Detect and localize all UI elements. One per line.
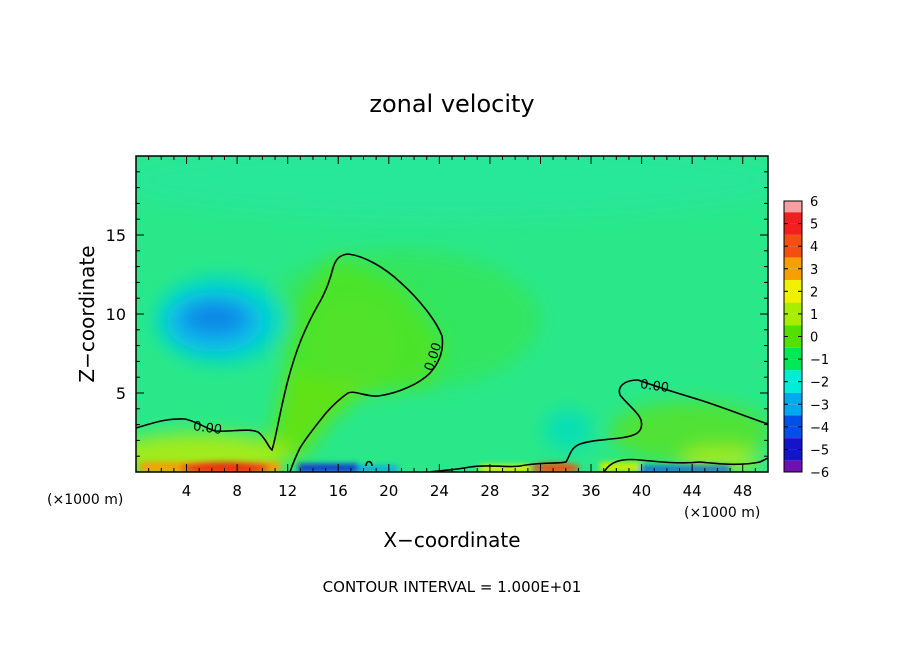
surface-blue-1 bbox=[298, 464, 358, 472]
colorbar-label: −6 bbox=[810, 466, 829, 481]
axis-ticks bbox=[136, 156, 768, 472]
colorbar-band bbox=[784, 325, 802, 337]
x-tick-label: 40 bbox=[632, 482, 651, 500]
x-tick-label: 36 bbox=[581, 482, 600, 500]
x-axis-label: X−coordinate bbox=[383, 528, 520, 552]
colorbar-label: −2 bbox=[810, 376, 829, 391]
x-tick-label: 4 bbox=[182, 482, 192, 500]
colorbar-band bbox=[784, 268, 802, 281]
x-unit-right: (×1000 m) bbox=[684, 505, 760, 521]
field-upper-band bbox=[136, 156, 768, 220]
field-negative-core bbox=[183, 302, 247, 334]
x-tick-label: 16 bbox=[329, 482, 348, 500]
colorbar-band bbox=[784, 212, 802, 224]
colorbar-label: −3 bbox=[810, 398, 829, 413]
colorbar-label: 4 bbox=[810, 240, 818, 255]
y-tick-label: 10 bbox=[106, 305, 126, 324]
x-tick-label: 48 bbox=[733, 482, 752, 500]
x-tick-label: 44 bbox=[683, 482, 702, 500]
colorbar-band bbox=[784, 347, 802, 360]
colorbar-band bbox=[784, 438, 802, 450]
surface-red-left bbox=[180, 462, 270, 472]
colorbar: 6 5 4 3 2 1 0 −1 −2 −3 −4 −5 −6 bbox=[783, 195, 829, 481]
colorbar-label: −1 bbox=[810, 353, 829, 368]
y-tick-label: 5 bbox=[116, 384, 126, 403]
surface-yellow-mid bbox=[480, 465, 530, 472]
colorbar-label: 2 bbox=[810, 285, 818, 300]
colorbar-band bbox=[784, 246, 802, 258]
x-tick-label: 8 bbox=[232, 482, 242, 500]
contour-label-left: 0.00 bbox=[192, 419, 223, 438]
colorbar-band bbox=[784, 460, 802, 472]
surface-yellow-right bbox=[600, 462, 640, 472]
x-unit-left: (×1000 m) bbox=[47, 492, 123, 508]
zero-contour-main bbox=[136, 253, 444, 472]
x-tick-label: 12 bbox=[278, 482, 297, 500]
contour-label-right: 0.00 bbox=[639, 377, 670, 396]
colorbar-label: 6 bbox=[810, 195, 818, 210]
colorbar-label: 1 bbox=[810, 308, 818, 323]
colorbar-label: 3 bbox=[810, 263, 818, 278]
colorbar-band bbox=[784, 404, 802, 416]
colorbar-band bbox=[784, 302, 802, 314]
y-tick-labels: 5 10 15 bbox=[106, 226, 126, 403]
colorbar-band bbox=[784, 381, 802, 393]
field-broad-positive bbox=[260, 250, 540, 390]
x-tick-label: 32 bbox=[531, 482, 550, 500]
x-tick-labels: 4 8 12 16 20 24 28 32 36 40 44 48 bbox=[182, 482, 752, 500]
surface-cyan-1 bbox=[358, 466, 398, 472]
chart-title: zonal velocity bbox=[369, 90, 534, 118]
y-tick-label: 15 bbox=[106, 226, 126, 245]
x-tick-label: 24 bbox=[430, 482, 449, 500]
colorbar-label: −5 bbox=[810, 443, 829, 458]
colorbar-label: 5 bbox=[810, 218, 818, 233]
colorbar-band bbox=[784, 201, 802, 213]
colorbar-band bbox=[784, 370, 802, 382]
colorbar-label: −4 bbox=[810, 421, 829, 436]
zero-contour-right bbox=[429, 379, 768, 472]
colorbar-label: 0 bbox=[810, 331, 818, 346]
colorbar-band bbox=[784, 280, 802, 292]
zero-contour-surface bbox=[603, 457, 768, 472]
y-axis-label: Z−coordinate bbox=[75, 245, 99, 382]
colorbar-band bbox=[784, 336, 802, 348]
colorbar-band bbox=[784, 392, 802, 405]
colorbar-band bbox=[784, 291, 802, 303]
colorbar-band bbox=[784, 449, 802, 461]
colorbar-band bbox=[784, 415, 802, 427]
zero-contour-small bbox=[365, 460, 373, 467]
field-right-yellow bbox=[680, 446, 760, 472]
colorbar-band bbox=[784, 223, 802, 235]
x-tick-label: 28 bbox=[480, 482, 499, 500]
colorbar-band bbox=[784, 313, 802, 326]
colorbar-band bbox=[784, 426, 802, 439]
colorbar-band bbox=[784, 234, 802, 247]
surface-orange-mid bbox=[530, 463, 580, 472]
field-cyan-streak bbox=[544, 410, 592, 450]
surface-blue-2 bbox=[640, 466, 730, 472]
contour-interval-footer: CONTOUR INTERVAL = 1.000E+01 bbox=[323, 578, 582, 596]
zero-contours bbox=[136, 253, 768, 472]
colorbar-band bbox=[784, 257, 802, 269]
plot-area bbox=[136, 156, 768, 472]
colorbar-band bbox=[784, 359, 802, 371]
x-tick-label: 20 bbox=[379, 482, 398, 500]
